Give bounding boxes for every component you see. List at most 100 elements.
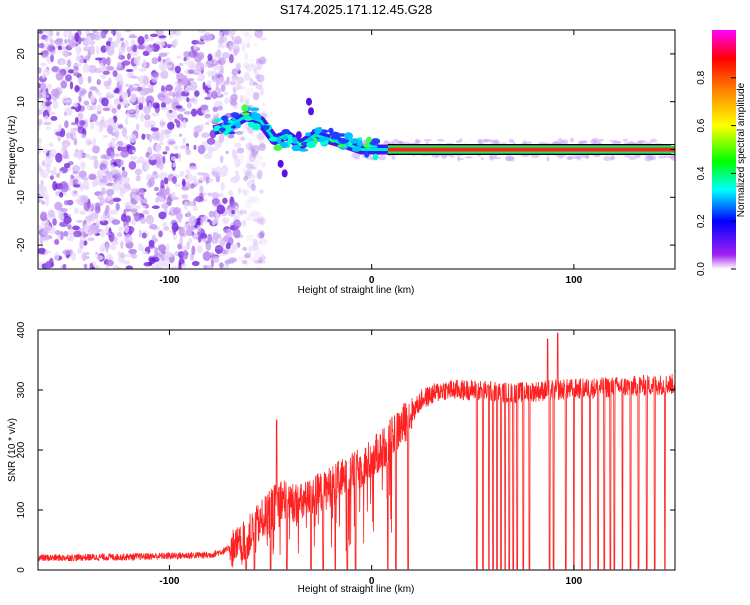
noise-blob: [119, 146, 125, 152]
noise-blob: [46, 126, 51, 130]
noise-blob: [245, 64, 254, 71]
noise-blob: [112, 70, 118, 78]
noise-blob: [64, 39, 68, 45]
noise-blob: [205, 240, 209, 245]
noise-blob: [114, 87, 120, 94]
noise-blob: [129, 113, 136, 118]
noise-blob: [254, 73, 260, 79]
noise-blob: [57, 134, 61, 142]
noise-blob: [237, 154, 245, 164]
noise-blob: [40, 42, 45, 49]
noise-blob: [56, 172, 60, 178]
noise-blob: [124, 39, 129, 48]
signal-blob: [221, 115, 229, 121]
noise-blob: [102, 107, 111, 112]
noise-blob: [45, 162, 50, 173]
noise-blob: [223, 35, 228, 43]
noise-blob: [111, 181, 121, 192]
noise-blob: [237, 187, 241, 195]
noise-blob: [121, 60, 131, 66]
noise-blob: [59, 208, 68, 213]
noise-blob: [162, 151, 168, 155]
noise-blob: [73, 207, 80, 214]
noise-blob: [195, 196, 204, 203]
noise-blob: [140, 198, 144, 206]
noise-blob: [193, 68, 198, 74]
noise-blob: [75, 45, 82, 55]
noise-blob: [77, 247, 83, 254]
noise-blob: [203, 153, 213, 160]
noise-blob: [245, 163, 255, 169]
noise-blob: [120, 150, 129, 158]
noise-blob: [93, 159, 99, 170]
noise-blob: [591, 137, 599, 143]
noise-blob: [638, 140, 647, 143]
snr-y-tick-label: 300: [16, 381, 27, 398]
signal-blob: [276, 136, 282, 145]
noise-blob: [65, 132, 72, 140]
noise-blob: [98, 120, 106, 129]
noise-blob: [197, 30, 207, 34]
noise-blob: [210, 147, 218, 152]
snr-y-tick-label: 0: [16, 567, 27, 573]
noise-blob: [38, 30, 43, 34]
noise-blob: [257, 265, 261, 269]
noise-blob: [252, 92, 260, 101]
noise-blob: [149, 223, 158, 230]
noise-blob: [63, 30, 68, 38]
snr-y-tick-label: 200: [16, 441, 27, 458]
noise-blob: [106, 56, 111, 66]
noise-blob: [155, 130, 161, 141]
noise-blob: [459, 138, 463, 143]
noise-blob: [259, 59, 264, 65]
noise-blob: [171, 109, 178, 118]
noise-blob: [243, 254, 250, 259]
noise-blob: [190, 63, 195, 70]
noise-blob: [195, 61, 205, 72]
noise-blob: [249, 77, 254, 82]
signal-blob: [283, 135, 288, 141]
carrier-core: [387, 147, 675, 152]
noise-blob: [49, 175, 54, 181]
noise-blob: [113, 97, 120, 107]
noise-blob: [222, 263, 230, 269]
noise-blob: [248, 145, 256, 154]
noise-blob: [39, 168, 46, 175]
noise-blob: [247, 195, 256, 203]
noise-blob: [257, 220, 262, 227]
noise-blob: [254, 30, 264, 39]
noise-blob: [221, 164, 229, 175]
noise-blob: [148, 177, 155, 187]
noise-blob: [120, 37, 124, 42]
signal-blob: [320, 142, 326, 146]
noise-blob: [257, 78, 261, 82]
noise-blob: [423, 139, 432, 142]
noise-blob: [216, 49, 222, 59]
noise-blob: [223, 80, 229, 86]
noise-blob: [248, 257, 258, 262]
snr-y-tick-label: 100: [16, 501, 27, 518]
spectrogram-y-tick-label: -10: [16, 190, 27, 205]
noise-blob: [192, 205, 198, 211]
noise-blob: [60, 183, 69, 193]
noise-blob: [611, 154, 615, 160]
noise-blob: [151, 112, 159, 117]
noise-blob: [39, 211, 48, 222]
noise-blob: [121, 166, 125, 171]
noise-blob: [92, 145, 101, 154]
noise-blob: [219, 76, 224, 83]
noise-blob: [124, 30, 132, 33]
colorbar-tick-label: 0.2: [696, 214, 707, 228]
noise-blob: [185, 85, 194, 92]
noise-blob: [250, 183, 256, 192]
noise-blob: [221, 51, 230, 59]
noise-blob: [251, 244, 260, 252]
noise-blob: [648, 156, 653, 161]
noise-blob: [123, 182, 131, 189]
noise-blob: [119, 252, 125, 258]
noise-blob: [154, 186, 160, 192]
noise-blob: [78, 95, 82, 103]
noise-blob: [222, 197, 228, 204]
noise-blob: [49, 30, 54, 37]
